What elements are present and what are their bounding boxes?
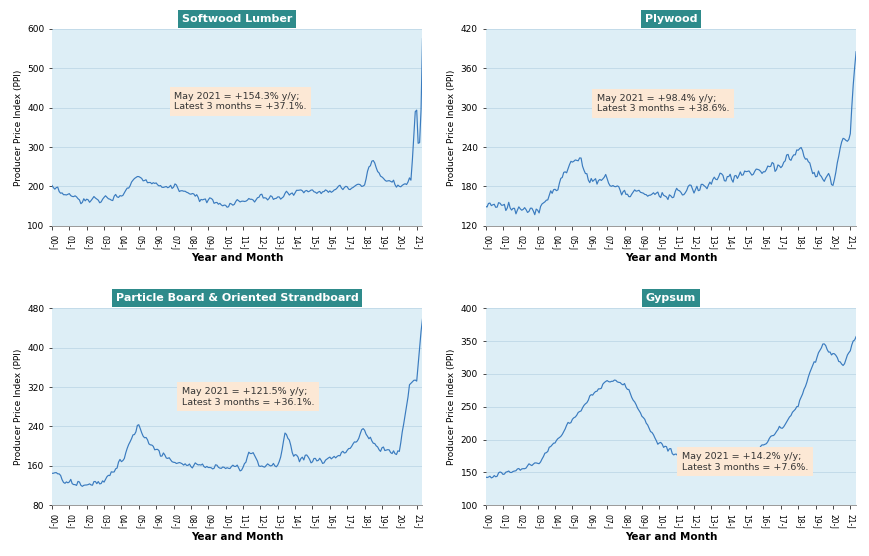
Text: May 2021 = +98.4% y/y;
Latest 3 months = +38.6%.: May 2021 = +98.4% y/y; Latest 3 months =… <box>596 94 728 113</box>
X-axis label: Year and Month: Year and Month <box>624 253 716 263</box>
Text: May 2021 = +14.2% y/y;
Latest 3 months = +7.6%.: May 2021 = +14.2% y/y; Latest 3 months =… <box>681 452 807 471</box>
Y-axis label: Producer Price Index (PPI): Producer Price Index (PPI) <box>447 349 456 465</box>
Y-axis label: Producer Price Index (PPI): Producer Price Index (PPI) <box>14 349 23 465</box>
Title: Softwood Lumber: Softwood Lumber <box>182 14 292 24</box>
X-axis label: Year and Month: Year and Month <box>191 253 283 263</box>
X-axis label: Year and Month: Year and Month <box>624 532 716 542</box>
Title: Plywood: Plywood <box>644 14 696 24</box>
Text: May 2021 = +154.3% y/y;
Latest 3 months = +37.1%.: May 2021 = +154.3% y/y; Latest 3 months … <box>174 92 307 111</box>
X-axis label: Year and Month: Year and Month <box>191 532 283 542</box>
Title: Particle Board & Oriented Strandboard: Particle Board & Oriented Strandboard <box>116 293 358 303</box>
Title: Gypsum: Gypsum <box>645 293 695 303</box>
Y-axis label: Producer Price Index (PPI): Producer Price Index (PPI) <box>14 69 23 186</box>
Y-axis label: Producer Price Index (PPI): Producer Price Index (PPI) <box>447 69 456 186</box>
Text: May 2021 = +121.5% y/y;
Latest 3 months = +36.1%.: May 2021 = +121.5% y/y; Latest 3 months … <box>182 387 314 406</box>
